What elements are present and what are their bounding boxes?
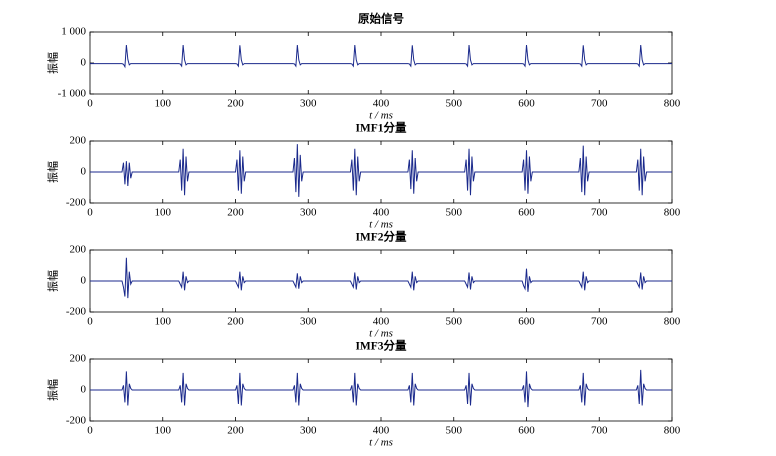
x-tick-label: 300 (300, 98, 317, 110)
x-tick-label: 700 (591, 316, 608, 328)
x-tick-label: 100 (155, 98, 172, 110)
x-tick-label: 200 (227, 98, 244, 110)
x-tick-label: 0 (87, 98, 93, 110)
y-tick-label: 200 (70, 353, 87, 365)
x-axis-label: t / ms (369, 328, 393, 340)
chart-title: IMF2分量 (355, 230, 407, 244)
chart-title: IMF3分量 (355, 339, 407, 353)
y-axis-label: 振幅 (46, 270, 60, 292)
y-axis-label: 振幅 (46, 379, 60, 401)
x-tick-label: 100 (155, 425, 172, 437)
y-tick-label: 200 (70, 244, 87, 256)
x-tick-label: 400 (373, 316, 390, 328)
x-tick-label: 700 (591, 425, 608, 437)
y-tick-label: 0 (81, 275, 87, 287)
x-tick-label: 400 (373, 425, 390, 437)
y-axis-label: 振幅 (46, 52, 60, 74)
x-tick-label: 500 (446, 425, 463, 437)
x-tick-label: 200 (227, 316, 244, 328)
x-tick-label: 800 (664, 207, 681, 219)
x-tick-label: 300 (300, 425, 317, 437)
y-tick-label: 0 (81, 384, 87, 396)
x-tick-label: 700 (591, 207, 608, 219)
x-tick-label: 300 (300, 316, 317, 328)
x-tick-label: 0 (87, 316, 93, 328)
x-axis-label: t / ms (369, 110, 393, 122)
x-tick-label: 0 (87, 425, 93, 437)
x-axis-label: t / ms (369, 437, 393, 449)
x-tick-label: 100 (155, 207, 172, 219)
x-tick-label: 800 (664, 425, 681, 437)
chart-title: IMF1分量 (355, 121, 407, 135)
x-tick-label: 0 (87, 207, 93, 219)
x-tick-label: 500 (446, 98, 463, 110)
x-tick-label: 500 (446, 207, 463, 219)
signal-line (90, 144, 672, 197)
signal-line (90, 257, 672, 299)
x-tick-label: 400 (373, 98, 390, 110)
y-tick-label: 0 (81, 166, 87, 178)
x-tick-label: 800 (664, 316, 681, 328)
x-tick-label: 600 (518, 425, 535, 437)
y-axis-label: 振幅 (46, 161, 60, 183)
x-tick-label: 100 (155, 316, 172, 328)
x-tick-label: 700 (591, 98, 608, 110)
y-tick-label: -200 (66, 197, 87, 209)
chart-title: 原始信号 (358, 12, 404, 26)
y-tick-label: -200 (66, 306, 87, 318)
x-tick-label: 200 (227, 207, 244, 219)
y-tick-label: 1 000 (61, 26, 86, 38)
plot-frame (89, 31, 673, 95)
x-tick-label: 800 (664, 98, 681, 110)
x-tick-label: 600 (518, 316, 535, 328)
y-tick-label: 200 (70, 135, 87, 147)
y-tick-label: 0 (81, 57, 87, 69)
y-tick-label: -200 (66, 415, 87, 427)
signal-line (90, 44, 672, 69)
x-tick-label: 400 (373, 207, 390, 219)
y-tick-label: -1 000 (58, 88, 87, 100)
x-tick-label: 200 (227, 425, 244, 437)
signal-line (90, 369, 672, 408)
x-tick-label: 500 (446, 316, 463, 328)
x-tick-label: 600 (518, 207, 535, 219)
x-axis-label: t / ms (369, 219, 393, 231)
x-tick-label: 600 (518, 98, 535, 110)
x-tick-label: 300 (300, 207, 317, 219)
